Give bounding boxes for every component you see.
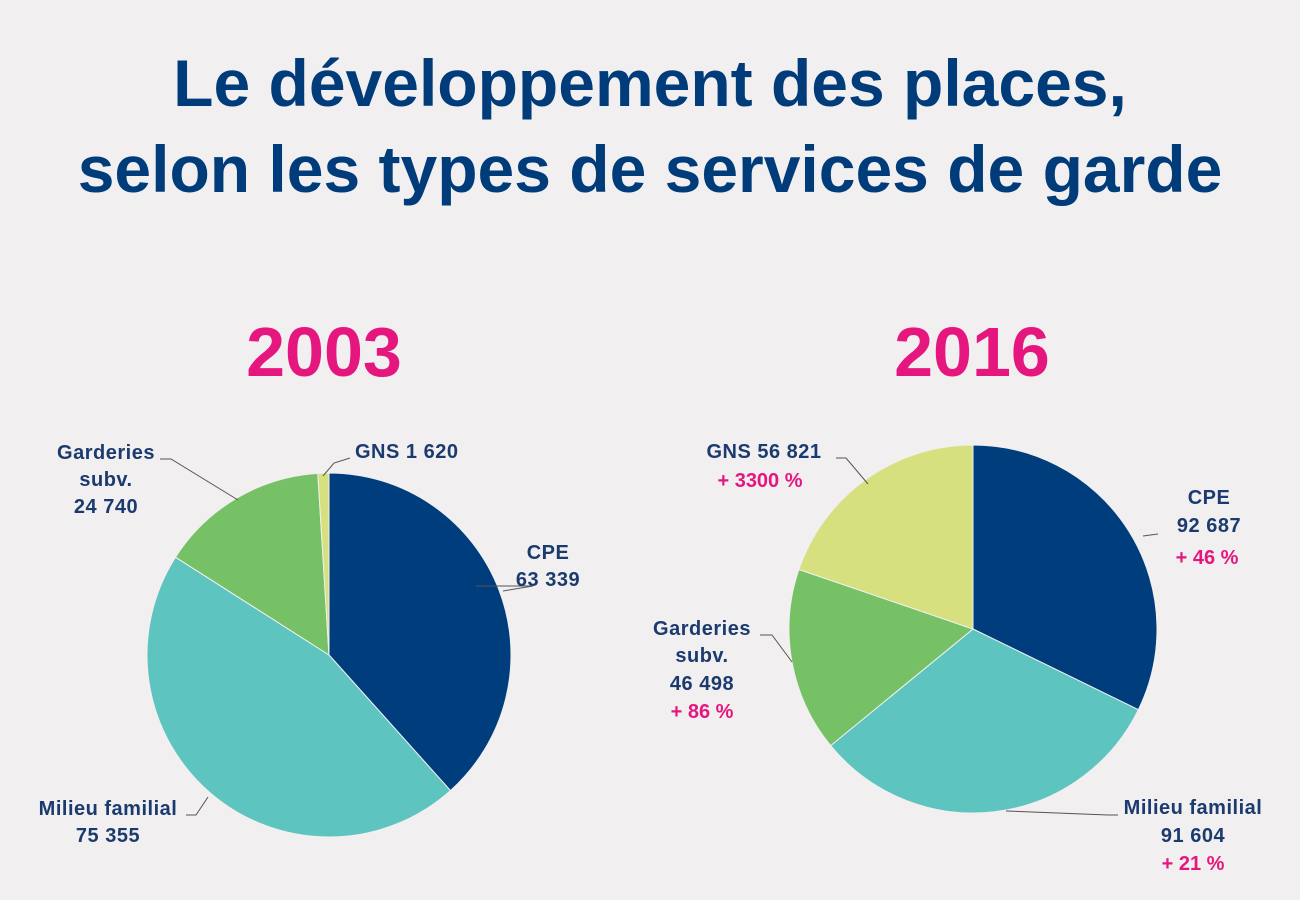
- value-label-cpe-2016: 92 687: [1177, 515, 1241, 537]
- pie-slice-milieu-familial-2003: [146, 556, 452, 838]
- name-label-line1-garderies-subv-2003: Garderies: [57, 442, 155, 464]
- value-label-milieu-familial-2016: 91 604: [1161, 825, 1226, 847]
- leader-line-milieu-familial-2016: [1005, 810, 1118, 816]
- name-label-milieu-familial-2003: Milieu familial: [39, 798, 178, 820]
- pie-slice-gns-2016: [798, 444, 974, 630]
- title-line-2: selon les types de services de garde: [77, 132, 1223, 206]
- value-label-garderies-subv-2003: 24 740: [74, 496, 138, 518]
- name-label-line2-garderies-subv-2016: subv.: [675, 645, 728, 667]
- growth-label-cpe-2016: + 46 %: [1176, 547, 1239, 569]
- name-label-milieu-familial-2016: Milieu familial: [1124, 797, 1263, 819]
- leader-line-cpe-2016: [1142, 533, 1159, 537]
- pie-slice-garderies-subv-2003: [174, 472, 330, 656]
- value-label-garderies-subv-2016: 46 498: [670, 673, 734, 695]
- growth-label-milieu-familial-2016: + 21 %: [1162, 853, 1225, 875]
- name-label-line2-garderies-subv-2003: subv.: [79, 469, 132, 491]
- year-label-2003: 2003: [246, 313, 402, 391]
- leader-line-cpe-2003: [476, 585, 534, 592]
- year-label-2016: 2016: [894, 313, 1050, 391]
- pie-slice-cpe-2016: [972, 444, 1158, 711]
- name-label-cpe-2003: CPE: [527, 542, 570, 564]
- pie-slice-cpe-2003: [328, 472, 512, 792]
- value-label-cpe-2003: 63 339: [516, 569, 580, 591]
- pie-2016: CPE 92 687 + 46 % Milieu familial 91 604 + 21…: [653, 441, 1262, 875]
- leader-line-garderies-subv-2003: [160, 458, 239, 501]
- value-label-milieu-familial-2003: 75 355: [76, 825, 140, 847]
- name-label-cpe-2016: CPE: [1188, 487, 1231, 509]
- growth-label-gns-2016: + 3300 %: [717, 470, 802, 492]
- pie-slice-gns-2003: [317, 472, 330, 656]
- page-title: Le développement des places, selon les t…: [0, 40, 1300, 212]
- name-label-line1-garderies-subv-2016: Garderies: [653, 618, 751, 640]
- name-value-label-gns-2016: GNS 56 821: [706, 441, 821, 463]
- leader-line-gns-2016: [836, 457, 869, 485]
- leader-line-gns-2003: [322, 457, 351, 477]
- name-value-label-gns-2003: GNS 1 620: [355, 441, 458, 463]
- leader-line-garderies-subv-2016: [760, 634, 793, 663]
- title-line-1: Le développement des places,: [173, 46, 1127, 120]
- leader-line-milieu-familial-2003: [186, 796, 209, 816]
- pie-2003: CPE 63 339 Milieu familial 75 355 Garderies s…: [39, 441, 580, 847]
- pie-slice-milieu-familial-2016: [829, 628, 1140, 814]
- growth-label-garderies-subv-2016: + 86 %: [671, 701, 734, 723]
